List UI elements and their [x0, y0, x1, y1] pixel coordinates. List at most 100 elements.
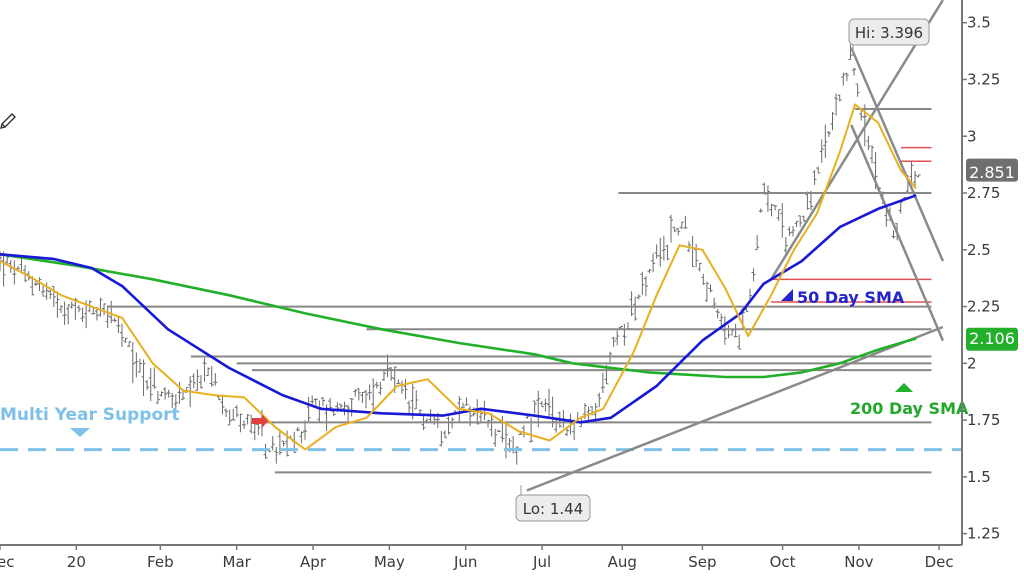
price-bar: [163, 386, 168, 400]
price-bar: [697, 262, 702, 272]
price-bar: [371, 378, 376, 414]
price-bar: [5, 255, 10, 264]
price-bar: [478, 408, 483, 424]
price-bar: [798, 215, 803, 227]
price-bar: [769, 203, 774, 217]
price-bar: [98, 297, 103, 317]
price-bar: [120, 323, 125, 347]
price-bar: [733, 323, 738, 338]
moving-averages: [0, 103, 917, 451]
price-bar: [277, 429, 282, 455]
x-tick-label: Nov: [844, 553, 873, 571]
price-bar: [647, 269, 652, 274]
price-bar: [134, 352, 139, 378]
price-bar: [834, 93, 839, 116]
price-bar: [916, 174, 921, 178]
price-bar: [808, 190, 813, 211]
price-bar: [66, 304, 71, 325]
x-tick-label: May: [374, 553, 405, 571]
price-bar: [346, 404, 351, 424]
price-bars: [0, 44, 921, 465]
price-bar: [170, 393, 175, 409]
price-bar: [819, 139, 824, 163]
price-bar: [295, 426, 300, 432]
price-bar: [127, 341, 132, 348]
price-bar: [690, 235, 695, 268]
price-bar: [855, 83, 860, 97]
price-bar: [913, 171, 918, 188]
high-callout-text: Hi: 3.396: [855, 24, 923, 42]
price-bar: [191, 373, 196, 389]
level-lines: [106, 108, 932, 474]
price-bar: [719, 313, 724, 328]
price-bar: [245, 413, 250, 425]
price-bar: [726, 324, 731, 339]
red-marker-arrow: [252, 414, 268, 428]
price-bar: [758, 208, 763, 213]
price-bar: [173, 394, 178, 411]
price-bar: [198, 375, 203, 389]
sma200-badge: 2.106: [966, 327, 1018, 351]
price-bar: [701, 273, 706, 285]
price-bar: [794, 220, 799, 228]
y-tick-label: 1.5: [967, 468, 991, 486]
price-bar: [751, 268, 756, 282]
y-tick-label: 1.75: [967, 411, 1000, 429]
price-bar: [722, 316, 727, 345]
price-bar: [274, 446, 279, 464]
price-bar: [367, 384, 372, 401]
high-callout: Hi: 3.396: [848, 18, 930, 56]
price-bar: [299, 431, 304, 444]
price-bar: [227, 409, 232, 426]
price-bar: [679, 221, 684, 230]
price-bar: [320, 396, 325, 407]
price-bar: [389, 367, 394, 381]
sma-line-200: [0, 253, 917, 379]
price-bar: [206, 367, 211, 377]
price-bar: [306, 396, 311, 423]
price-bar: [356, 388, 361, 401]
price-bar: [166, 389, 171, 398]
sma200-up-arrow: [895, 383, 913, 392]
price-bar: [55, 291, 60, 318]
price-bar: [776, 209, 781, 221]
price-bar: [224, 408, 229, 417]
price-bar: [399, 380, 404, 394]
price-bar: [783, 236, 788, 253]
price-bar: [12, 260, 17, 285]
price-bar: [823, 124, 828, 158]
price-bar: [547, 388, 552, 418]
price-bar: [256, 422, 261, 435]
pencil-icon[interactable]: [0, 113, 16, 129]
price-bar: [102, 303, 107, 316]
price-bar: [202, 357, 207, 382]
sma200-label: 200 Day SMA: [850, 399, 969, 418]
price-bar: [342, 401, 347, 416]
price-bar: [109, 300, 114, 324]
price-bar: [848, 44, 853, 61]
price-bar: [62, 301, 67, 325]
price-bar: [891, 230, 896, 239]
x-tick-label: Dec: [925, 553, 954, 571]
x-tick-label: Mar: [223, 553, 252, 571]
price-bar: [0, 251, 2, 272]
price-bar: [37, 277, 42, 292]
price-bar: [44, 282, 49, 300]
price-bar: [349, 398, 354, 417]
price-bar: [765, 185, 770, 213]
y-tick-label: 1.25: [967, 525, 1000, 543]
y-tick-label: 3.25: [967, 70, 1000, 88]
price-bar: [1, 251, 6, 287]
price-bar: [503, 422, 508, 459]
price-bar: [374, 381, 379, 389]
price-bar: [521, 425, 526, 438]
x-tick-label: Jun: [453, 553, 477, 571]
price-bar: [496, 429, 501, 433]
price-bar: [493, 428, 498, 447]
price-bar: [213, 373, 218, 386]
price-bar: [665, 244, 670, 261]
price-bar: [216, 396, 221, 401]
trend-lines: [526, 0, 945, 492]
price-bar: [486, 419, 491, 428]
